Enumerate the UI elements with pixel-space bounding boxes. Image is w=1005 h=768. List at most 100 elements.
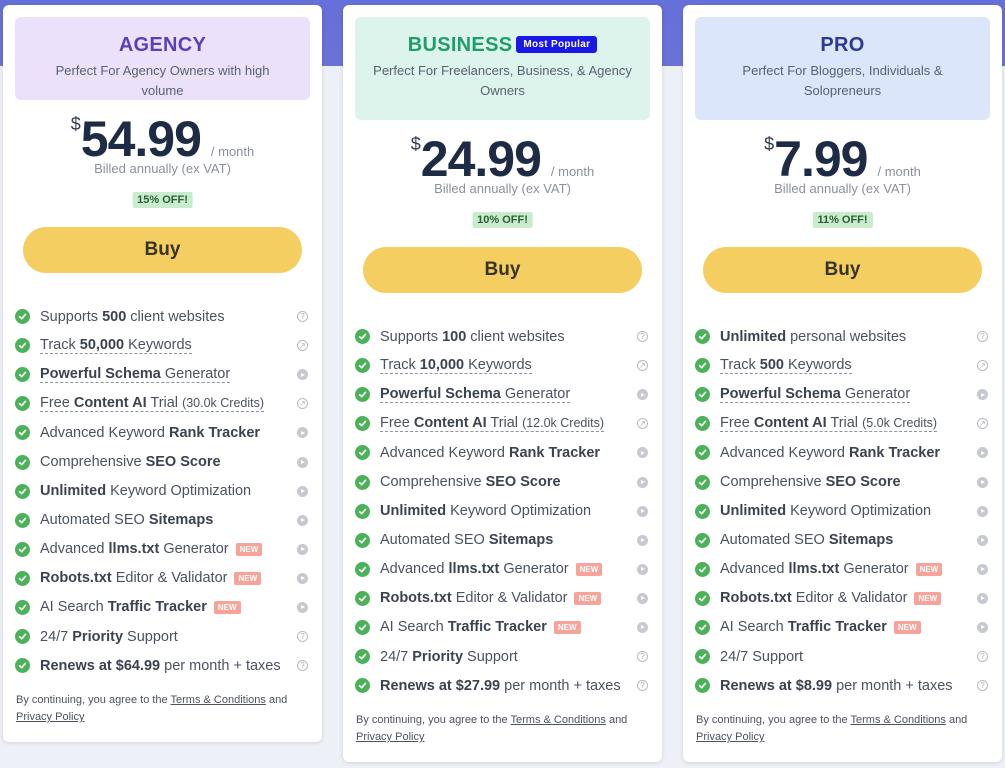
feature-traffic-tracker: AI Search Traffic Tracker NEW (355, 613, 650, 642)
external-link-icon[interactable]: ↗ (637, 360, 648, 372)
play-video-icon[interactable] (977, 621, 988, 633)
help-icon[interactable]: ? (977, 680, 988, 692)
new-badge: NEW (234, 571, 262, 585)
play-video-icon[interactable] (297, 456, 308, 468)
play-video-icon[interactable] (297, 485, 308, 497)
feature-text: Comprehensive SEO Score (40, 454, 221, 471)
feature-content-ai-trial: Free Content AI Trial (12.0k Credits) ↗ (355, 409, 650, 438)
play-video-icon[interactable] (297, 427, 308, 439)
help-icon[interactable]: ? (297, 311, 308, 323)
feature-text: 24/7 Support (720, 648, 804, 665)
play-video-icon[interactable] (637, 447, 648, 459)
feature-text[interactable]: Track 50,000 Keywords (40, 337, 192, 355)
plan-name: BUSINESS Most Popular (408, 34, 598, 57)
play-video-icon[interactable] (977, 389, 988, 401)
check-icon (355, 590, 370, 606)
play-video-icon[interactable] (977, 447, 988, 459)
privacy-link[interactable]: Privacy Policy (696, 731, 765, 743)
play-video-icon[interactable] (977, 563, 988, 575)
feature-text: Comprehensive SEO Score (380, 474, 561, 491)
help-icon[interactable]: ? (637, 680, 648, 692)
help-icon[interactable]: ? (637, 651, 648, 663)
help-icon[interactable]: ? (637, 331, 648, 343)
feature-track-keywords: Track 50,000 Keywords ↗ (15, 331, 310, 360)
play-video-icon[interactable] (637, 621, 648, 633)
feature-text[interactable]: Free Content AI Trial (5.0k Credits) (720, 415, 938, 433)
buy-button[interactable]: Buy (23, 227, 302, 273)
play-video-icon[interactable] (297, 543, 308, 555)
price: $7.99 / month (683, 130, 1002, 188)
play-video-icon[interactable] (637, 592, 648, 604)
feature-seo-sitemaps: Automated SEO Sitemaps (15, 506, 310, 535)
billing-note: Billed annually (ex VAT) (434, 181, 571, 196)
feature-text[interactable]: Powerful Schema Generator (40, 366, 231, 384)
play-video-icon[interactable] (977, 534, 988, 546)
buy-button[interactable]: Buy (363, 247, 642, 293)
feature-text: Renews at $27.99 per month + taxes (380, 677, 621, 694)
feature-text[interactable]: Free Content AI Trial (30.0k Credits) (40, 395, 265, 413)
feature-text[interactable]: Powerful Schema Generator (380, 386, 571, 404)
check-icon (355, 503, 370, 519)
privacy-link[interactable]: Privacy Policy (356, 731, 425, 743)
terms-link[interactable]: Terms & Conditions (510, 714, 606, 726)
privacy-link[interactable]: Privacy Policy (16, 711, 85, 723)
feature-text[interactable]: Powerful Schema Generator (720, 386, 911, 404)
external-link-icon[interactable]: ↗ (297, 340, 308, 352)
play-video-icon[interactable] (297, 572, 308, 584)
feature-text[interactable]: Track 500 Keywords (720, 357, 852, 375)
feature-priority-support: 24/7 Priority Support? (355, 642, 650, 671)
feature-text: AI Search Traffic Tracker (720, 619, 887, 636)
feature-seo-sitemaps: Automated SEO Sitemaps (695, 526, 990, 555)
play-video-icon[interactable] (977, 505, 988, 517)
feature-text: AI Search Traffic Tracker (380, 619, 547, 636)
check-icon (355, 678, 370, 694)
check-icon (15, 425, 30, 441)
help-icon[interactable]: ? (297, 660, 308, 672)
feature-text[interactable]: Free Content AI Trial (12.0k Credits) (380, 415, 605, 433)
feature-keyword-optimization: Unlimited Keyword Optimization (695, 497, 990, 526)
check-icon (695, 532, 710, 548)
play-video-icon[interactable] (637, 563, 648, 575)
check-icon (355, 358, 370, 374)
external-link-icon[interactable]: ↗ (637, 418, 648, 430)
help-icon[interactable]: ? (297, 631, 308, 643)
feature-text[interactable]: Track 10,000 Keywords (380, 357, 532, 375)
terms-link[interactable]: Terms & Conditions (850, 714, 946, 726)
check-icon (355, 619, 370, 635)
play-video-icon[interactable] (297, 601, 308, 613)
check-icon (695, 503, 710, 519)
feature-content-ai-trial: Free Content AI Trial (30.0k Credits) ↗ (15, 389, 310, 418)
feature-rank-tracker: Advanced Keyword Rank Tracker (695, 438, 990, 467)
feature-rank-tracker: Advanced Keyword Rank Tracker (15, 418, 310, 447)
check-icon (15, 396, 30, 412)
play-video-icon[interactable] (297, 514, 308, 526)
feature-robots-editor: Robots.txt Editor & Validator NEW (15, 564, 310, 593)
play-video-icon[interactable] (977, 476, 988, 488)
external-link-icon[interactable]: ↗ (297, 398, 308, 410)
help-icon[interactable]: ? (977, 331, 988, 343)
check-icon (15, 570, 30, 586)
play-video-icon[interactable] (637, 505, 648, 517)
help-icon[interactable]: ? (977, 651, 988, 663)
play-video-icon[interactable] (637, 389, 648, 401)
external-link-icon[interactable]: ↗ (977, 418, 988, 430)
check-icon (15, 483, 30, 499)
terms-note: By continuing, you agree to the Terms & … (696, 714, 968, 743)
play-video-icon[interactable] (637, 534, 648, 546)
play-video-icon[interactable] (637, 476, 648, 488)
buy-button[interactable]: Buy (703, 247, 982, 293)
feature-text: Automated SEO Sitemaps (380, 532, 554, 549)
play-video-icon[interactable] (297, 369, 308, 381)
check-icon (695, 358, 710, 374)
feature-text: Supports 100 client websites (380, 328, 565, 345)
feature-text: Automated SEO Sitemaps (720, 532, 894, 549)
feature-list: Supports 100 client websites? Track 10,00… (355, 322, 650, 700)
external-link-icon[interactable]: ↗ (977, 360, 988, 372)
feature-text: Advanced llms.txt Generator (40, 541, 229, 558)
play-video-icon[interactable] (977, 592, 988, 604)
terms-link[interactable]: Terms & Conditions (170, 694, 266, 706)
currency-symbol: $ (70, 114, 81, 134)
currency-symbol: $ (410, 134, 421, 154)
discount-badge: 10% OFF! (472, 212, 533, 228)
feature-text: Unlimited Keyword Optimization (380, 503, 592, 520)
